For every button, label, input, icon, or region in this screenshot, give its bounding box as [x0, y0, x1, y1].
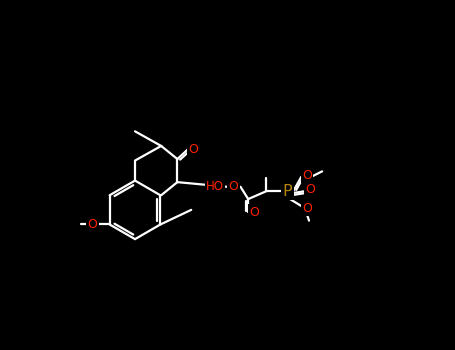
- Text: O: O: [249, 206, 259, 219]
- Text: O: O: [302, 169, 312, 182]
- Text: HO: HO: [206, 180, 224, 193]
- Text: P: P: [283, 184, 292, 199]
- Text: O: O: [302, 202, 312, 215]
- Text: O: O: [88, 218, 98, 231]
- Text: O: O: [188, 142, 198, 155]
- Text: O: O: [305, 183, 315, 196]
- Text: O: O: [228, 180, 238, 193]
